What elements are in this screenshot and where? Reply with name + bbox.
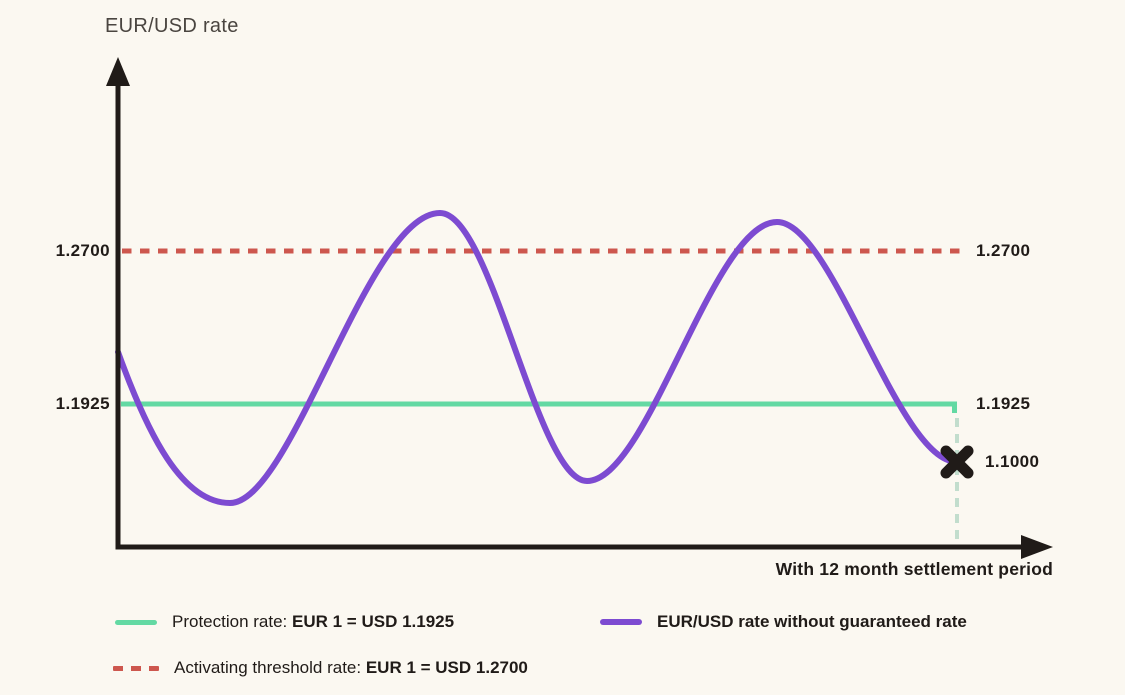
chart-title: EUR/USD rate: [105, 15, 239, 37]
legend-item-protection: Protection rate: EUR 1 = USD 1.1925: [115, 612, 454, 632]
legend-threshold-value: EUR 1 = USD 1.2700: [365, 658, 528, 677]
rate-curve: [115, 209, 960, 507]
threshold-line-swatch-icon: [113, 665, 159, 671]
protection-line-swatch-icon: [115, 619, 157, 625]
legend-item-market: EUR/USD rate without guaranteed rate: [600, 612, 967, 632]
legend-protection-value: EUR 1 = USD 1.1925: [292, 612, 455, 631]
protection-line: [121, 401, 957, 413]
tick-settlement-right: 1.1000: [985, 452, 1040, 471]
y-axis-arrow-icon: [106, 57, 130, 86]
tick-protection-left: 1.1925: [55, 394, 110, 413]
settlement-x-marker-icon: [940, 445, 974, 479]
legend-protection-label: Protection rate:: [172, 612, 293, 631]
legend-item-threshold: Activating threshold rate: EUR 1 = USD 1…: [113, 658, 528, 678]
market-line-swatch-icon: [600, 619, 642, 625]
tick-threshold-right: 1.2700: [976, 241, 1031, 260]
legend-market-label: EUR/USD rate without guaranteed rate: [657, 612, 967, 631]
x-axis-arrow-icon: [1021, 535, 1053, 559]
x-axis-label: With 12 month settlement period: [775, 559, 1053, 579]
tick-threshold-left: 1.2700: [55, 241, 110, 260]
legend-protection-text: Protection rate: EUR 1 = USD 1.1925: [172, 612, 454, 632]
legend-threshold-label: Activating threshold rate:: [174, 658, 366, 677]
legend-threshold-text: Activating threshold rate: EUR 1 = USD 1…: [174, 658, 528, 678]
tick-protection-right: 1.1925: [976, 394, 1031, 413]
